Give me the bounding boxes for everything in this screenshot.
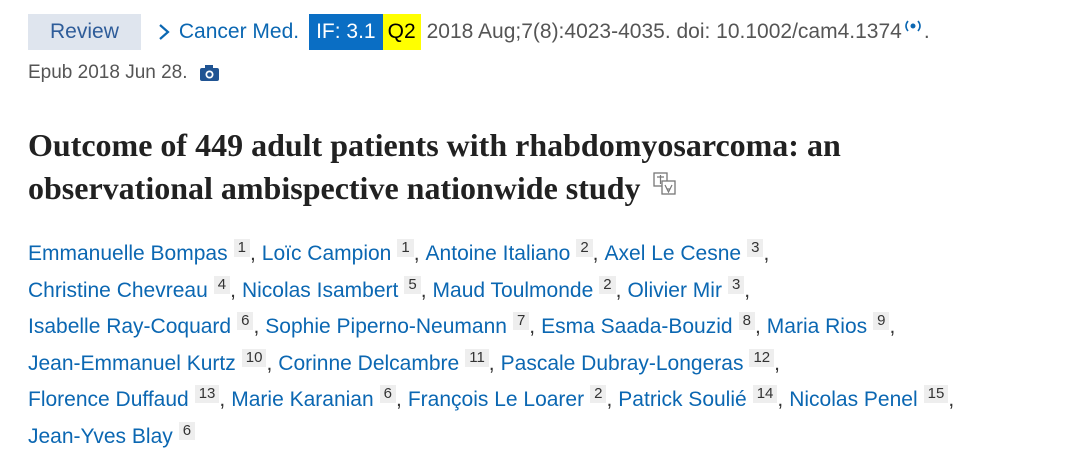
author-separator: ,	[253, 315, 260, 339]
citation-text: 2018 Aug;7(8):4023-4035. doi: 10.1002/ca…	[426, 20, 902, 43]
author-separator: ,	[529, 315, 536, 339]
author-separator: ,	[763, 242, 770, 265]
affiliation-number[interactable]: 6	[237, 312, 254, 331]
author-link[interactable]: Corinne Delcambre	[278, 351, 460, 375]
author-separator: ,	[606, 388, 613, 412]
epub-date: Epub 2018 Jun 28.	[28, 62, 188, 83]
publication-type-badge[interactable]: Review	[28, 14, 141, 50]
author-separator: ,	[249, 242, 256, 265]
author-separator: ,	[266, 351, 273, 375]
affiliation-number[interactable]: 1	[233, 239, 250, 257]
affiliation-number[interactable]: 6	[178, 421, 196, 440]
affiliation-number[interactable]: 3	[747, 239, 764, 257]
author-line: Isabelle Ray-Coquard 6, Sophie Piperno-Neu…	[28, 309, 960, 346]
translate-icon[interactable]	[652, 171, 678, 197]
author-line: Christine Chevreau 4, Nicolas Isambert 5, Ma…	[28, 273, 960, 310]
citation-end: .	[923, 20, 930, 43]
affiliation-number[interactable]: 3	[727, 275, 745, 294]
doi-link-icon[interactable]	[902, 16, 924, 36]
affiliation-number[interactable]: 14	[752, 385, 778, 404]
author-separator: ,	[889, 315, 896, 339]
author-separator: ,	[592, 242, 599, 265]
camera-icon[interactable]	[198, 63, 222, 83]
author-line: Florence Duffaud 13, Marie Karanian 6, Franç…	[28, 382, 960, 419]
author-separator: ,	[774, 351, 780, 375]
author-link[interactable]: Antoine Italiano	[425, 242, 571, 265]
article-title: Outcome of 449 adult patients with rhabd…	[28, 124, 841, 210]
title-line: Outcome of 449 adult patients with rhabd…	[28, 127, 841, 163]
affiliation-number[interactable]: 2	[590, 385, 607, 404]
title-text: observational ambispective nationwide st…	[28, 170, 641, 206]
author-link[interactable]: Nicolas Isambert	[241, 278, 399, 302]
author-link[interactable]: Sophie Piperno-Neumann	[265, 315, 507, 339]
affiliation-number[interactable]: 2	[576, 239, 593, 257]
affiliation-number[interactable]: 10	[241, 348, 267, 367]
affiliation-number[interactable]: 1	[397, 239, 414, 257]
author-separator: ,	[744, 278, 751, 302]
author-separator: ,	[413, 242, 420, 265]
author-link[interactable]: Maria Rios	[766, 315, 868, 339]
author-separator: ,	[488, 351, 495, 375]
author-separator: ,	[777, 388, 784, 412]
author-link[interactable]: Isabelle Ray-Coquard	[28, 315, 232, 339]
journal-link[interactable]: Cancer Med.	[178, 20, 300, 43]
citation-row: Review Cancer Med. IF: 3.1 Q2 2018 Aug;7…	[28, 14, 930, 50]
author-link[interactable]: Christine Chevreau	[28, 278, 208, 302]
affiliation-number[interactable]: 7	[512, 312, 530, 331]
author-link[interactable]: Florence Duffaud	[28, 388, 189, 412]
author-separator: ,	[396, 388, 402, 412]
affiliation-number[interactable]: 8	[738, 312, 755, 331]
title-line: observational ambispective nationwide st…	[28, 167, 841, 210]
author-line: Emmanuelle Bompas 1, Loïc Campion 1, Antoine…	[28, 236, 960, 273]
affiliation-number[interactable]: 6	[379, 385, 396, 404]
author-separator: ,	[420, 278, 427, 302]
affiliation-number[interactable]: 4	[213, 275, 231, 294]
author-link[interactable]: Patrick Soulié	[618, 388, 747, 412]
affiliation-number[interactable]: 13	[194, 385, 220, 404]
affiliation-number[interactable]: 9	[873, 312, 890, 331]
author-line: Jean-Emmanuel Kurtz 10, Corinne Delcambre 1…	[28, 346, 960, 383]
author-link[interactable]: Jean-Yves Blay	[28, 424, 173, 448]
impact-factor-badge: IF: 3.1	[309, 14, 383, 50]
affiliation-number[interactable]: 11	[465, 348, 489, 367]
author-separator: ,	[948, 388, 955, 412]
author-link[interactable]: Jean-Emmanuel Kurtz	[28, 351, 236, 375]
author-link[interactable]: Nicolas Penel	[789, 388, 918, 412]
author-link[interactable]: Axel Le Cesne	[604, 242, 742, 265]
chevron-icon	[159, 24, 170, 40]
author-list: Emmanuelle Bompas 1, Loïc Campion 1, Antoine…	[28, 236, 960, 456]
author-link[interactable]: François Le Loarer	[407, 388, 585, 412]
author-separator: ,	[219, 388, 226, 412]
author-link[interactable]: Marie Karanian	[231, 388, 374, 412]
author-link[interactable]: Esma Saada-Bouzid	[541, 315, 733, 339]
affiliation-number[interactable]: 12	[749, 348, 775, 367]
affiliation-number[interactable]: 15	[923, 385, 949, 404]
affiliation-number[interactable]: 5	[404, 275, 421, 294]
author-link[interactable]: Loïc Campion	[261, 242, 392, 265]
author-separator: ,	[230, 278, 236, 302]
author-separator: ,	[615, 278, 622, 302]
author-link[interactable]: Maud Toulmonde	[432, 278, 594, 302]
author-link[interactable]: Olivier Mir	[627, 278, 722, 302]
author-link[interactable]: Emmanuelle Bompas	[28, 242, 228, 265]
author-separator: ,	[754, 315, 761, 339]
affiliation-number[interactable]: 2	[599, 275, 616, 294]
author-link[interactable]: Pascale Dubray-Longeras	[500, 351, 744, 375]
author-line: Jean-Yves Blay 6	[28, 419, 960, 456]
quartile-badge: Q2	[382, 14, 421, 50]
epub-row: Epub 2018 Jun 28.	[28, 62, 222, 84]
